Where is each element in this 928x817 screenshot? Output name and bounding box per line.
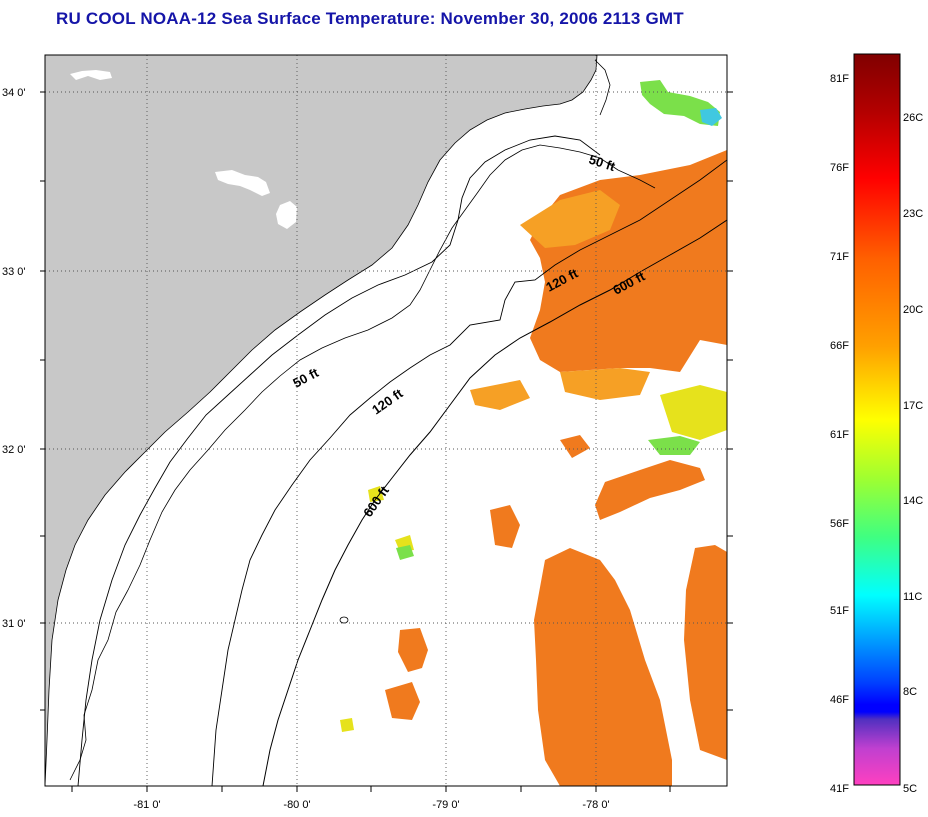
axis-ticks [40, 91, 733, 792]
lon-label-80: -80 0' [283, 799, 310, 811]
lake-mid [276, 201, 297, 229]
small-contour-loop [339, 616, 349, 624]
lon-label-81: -81 0' [133, 799, 160, 811]
lake-north [215, 170, 270, 196]
contour-50ft [77, 135, 601, 786]
lake-top [70, 70, 112, 80]
contour-120ft [211, 159, 727, 786]
lat-label-31: 31 0' [2, 618, 26, 630]
lon-label-79: -79 0' [432, 799, 459, 811]
nearshore-cyan-patch [700, 108, 722, 126]
sst-green-data [396, 436, 700, 560]
lat-label-33: 33 0' [2, 266, 26, 278]
nearshore-green-patch [640, 80, 720, 126]
chart-title: RU COOL NOAA-12 Sea Surface Temperature:… [56, 9, 684, 28]
grid-lines [45, 55, 727, 786]
sst-light-orange-data [470, 190, 650, 410]
land-mass [45, 55, 598, 786]
lat-label-32: 32 0' [2, 444, 26, 456]
barrier-islands [69, 59, 656, 781]
sst-yellow-data [340, 385, 727, 732]
lat-label-34: 34 0' [2, 87, 26, 99]
lon-label-78: -78 0' [582, 799, 609, 811]
map-border [44, 54, 728, 787]
contour-600ft [262, 219, 727, 786]
